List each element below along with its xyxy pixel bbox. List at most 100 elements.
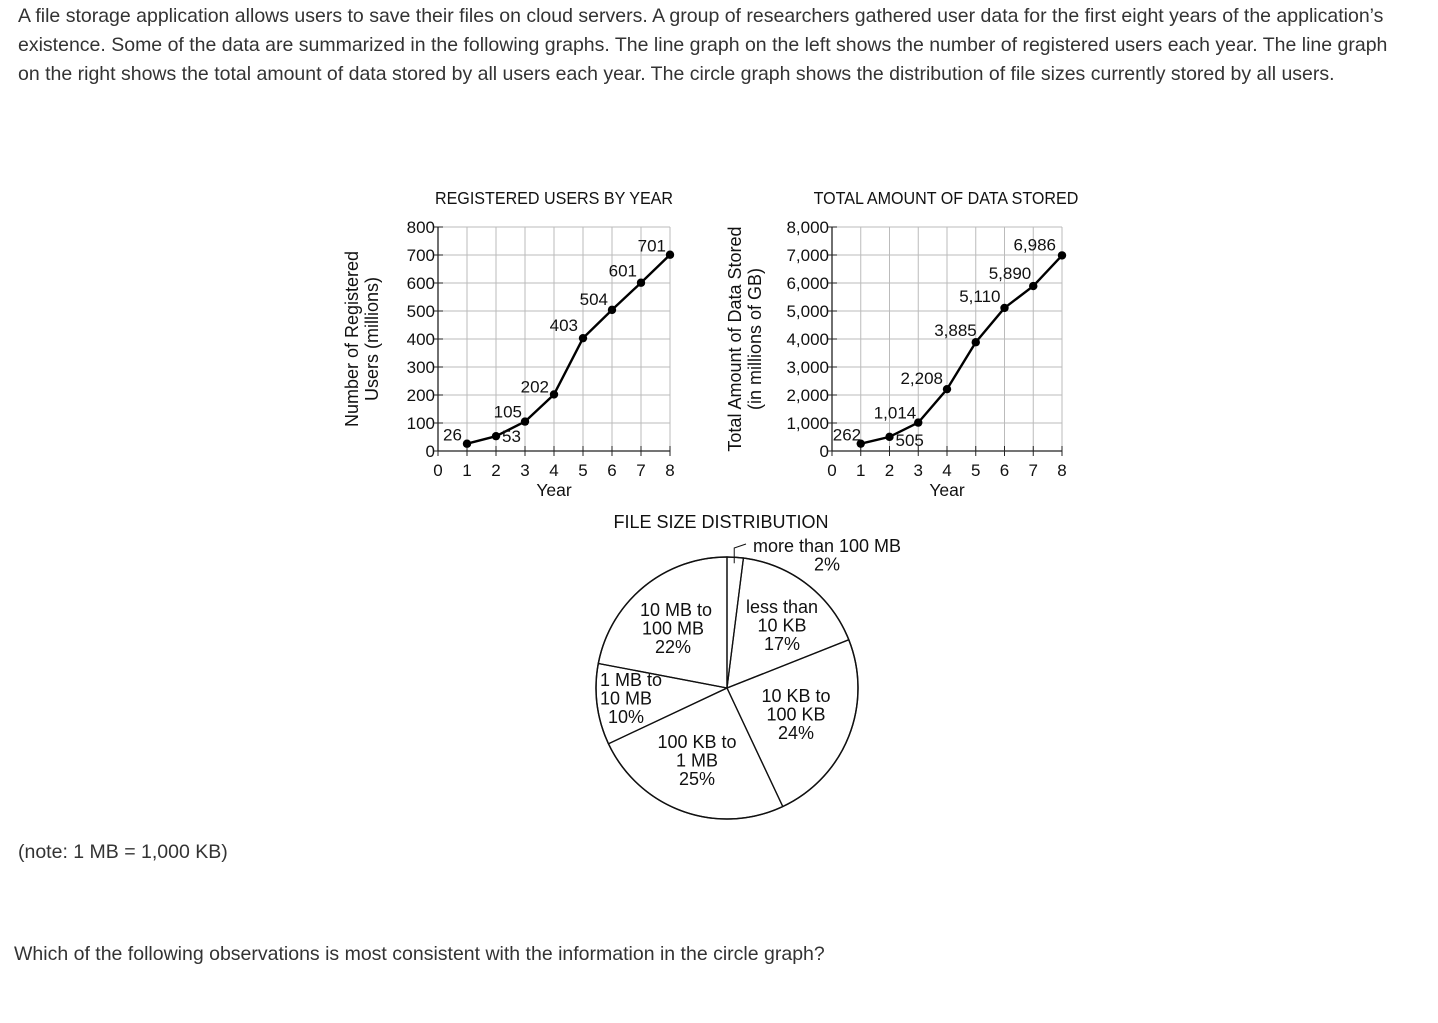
- chart-title: REGISTERED USERS BY YEAR: [435, 188, 673, 208]
- x-tick-label: 5: [971, 461, 980, 480]
- question-text: Which of the following observations is m…: [14, 943, 825, 965]
- data-label: 3,885: [934, 321, 977, 340]
- y-tick-label: 600: [407, 274, 435, 293]
- y-tick-label: 3,000: [786, 358, 829, 377]
- data-point: [971, 338, 980, 347]
- x-tick-label: 7: [636, 461, 645, 480]
- data-point: [607, 305, 617, 315]
- data-point: [1000, 303, 1009, 313]
- x-tick-label: 8: [1057, 461, 1066, 480]
- slice-label: less than: [746, 597, 818, 617]
- slice-label: 1 MB: [676, 751, 718, 771]
- y-tick-label: 100: [407, 414, 435, 433]
- x-tick-label: 2: [491, 461, 500, 480]
- pie-slice: [726, 638, 859, 808]
- intro-paragraph: A file storage application allows users …: [18, 5, 1388, 85]
- data-label: 505: [896, 431, 924, 450]
- y-tick-label: 7,000: [786, 246, 829, 265]
- y-tick-label: 0: [820, 442, 829, 461]
- data-point: [520, 417, 530, 426]
- slice-label: 10 MB: [600, 689, 652, 709]
- y-tick-label: 300: [407, 358, 435, 377]
- pie-slice: [597, 556, 728, 689]
- data-point: [856, 439, 865, 448]
- slice-label: 10%: [608, 707, 644, 727]
- data-point: [491, 431, 501, 441]
- data-label: 26: [443, 426, 462, 445]
- y-tick-label: 400: [407, 330, 435, 349]
- y-tick-label: 1,000: [786, 414, 829, 433]
- x-tick-label: 0: [827, 461, 836, 480]
- registered-users-chart: 0 100 200 300 400 500 600 700 800 0 1 2 3 4 5 6 7 8 REGIST…: [342, 188, 675, 500]
- data-label: 2,208: [900, 369, 943, 388]
- slice-label: 17%: [764, 634, 800, 654]
- chart-title: TOTAL AMOUNT OF DATA STORED: [814, 188, 1079, 208]
- data-label: 6,986: [1013, 235, 1056, 254]
- y-axis-label: Number of Registered: [342, 251, 362, 427]
- x-axis-label: Year: [929, 480, 965, 500]
- chart-title: FILE SIZE DISTRIBUTION: [613, 512, 828, 532]
- data-point: [885, 432, 894, 442]
- pie-slice: [607, 687, 784, 820]
- y-axis-label: Users (millions): [362, 277, 382, 401]
- y-tick-label: 5,000: [786, 302, 829, 321]
- data-point: [1029, 281, 1038, 291]
- x-tick-label: 6: [1000, 461, 1009, 480]
- slice-label: 10 MB to: [640, 600, 712, 620]
- y-tick-label: 4,000: [786, 330, 829, 349]
- data-label: 403: [550, 316, 578, 335]
- x-tick-label: 2: [885, 461, 894, 480]
- x-tick-label: 0: [433, 461, 442, 480]
- y-tick-label: 800: [407, 218, 435, 237]
- slice-label: 1 MB to: [600, 670, 662, 690]
- data-label: 504: [580, 290, 608, 309]
- x-tick-label: 3: [914, 461, 923, 480]
- data-label: 202: [521, 377, 549, 396]
- pie-slice: [595, 662, 730, 745]
- data-point: [665, 250, 675, 259]
- data-label: 105: [494, 403, 522, 422]
- slice-label: 25%: [679, 769, 715, 789]
- data-point: [549, 390, 559, 399]
- y-tick-label: 700: [407, 246, 435, 265]
- y-tick-label: 8,000: [786, 218, 829, 237]
- y-tick-label: 6,000: [786, 274, 829, 293]
- pie-slice: [726, 557, 850, 690]
- data-label: 53: [502, 427, 521, 446]
- slice-label: 2%: [814, 555, 840, 575]
- data-point: [914, 418, 923, 427]
- data-stored-chart: 0 1,000 2,000 3,000 4,000 5,000 6,000 7,000 8,00…: [725, 188, 1078, 500]
- slice-label: 100 KB to: [657, 732, 736, 752]
- x-tick-label: 6: [607, 461, 616, 480]
- file-size-pie-chart: FILE SIZE DISTRIBUTION more than 100 MB2%…: [595, 512, 901, 820]
- data-point: [942, 384, 952, 394]
- y-axis-label: Total Amount of Data Stored: [725, 226, 745, 451]
- x-tick-label: 4: [549, 461, 558, 480]
- x-axis-label: Year: [536, 480, 572, 500]
- y-tick-label: 2,000: [786, 386, 829, 405]
- slice-label: 24%: [778, 723, 814, 743]
- y-tick-label: 0: [426, 442, 435, 461]
- slice-label: 10 KB to: [761, 686, 830, 706]
- data-label: 5,110: [959, 287, 1000, 306]
- x-tick-label: 5: [578, 461, 587, 480]
- y-axis-label: (in millions of GB): [745, 268, 765, 410]
- x-tick-label: 1: [856, 461, 865, 480]
- slice-label: 100 KB: [766, 705, 825, 725]
- data-point: [1057, 251, 1067, 260]
- slice-label: 10 KB: [757, 616, 806, 636]
- leader-line: [733, 543, 747, 564]
- y-tick-label: 200: [407, 386, 435, 405]
- y-tick-label: 500: [407, 302, 435, 321]
- unit-note: (note: 1 MB = 1,000 KB): [18, 841, 228, 863]
- x-tick-label: 3: [520, 461, 529, 480]
- x-tick-label: 4: [942, 461, 951, 480]
- x-tick-label: 7: [1029, 461, 1038, 480]
- series-line: [860, 254, 1063, 445]
- data-point: [636, 278, 646, 287]
- x-tick-label: 1: [462, 461, 471, 480]
- data-label: 262: [833, 426, 861, 445]
- data-label: 701: [638, 237, 666, 256]
- slice-label: 22%: [655, 637, 691, 657]
- x-tick-label: 8: [665, 461, 674, 480]
